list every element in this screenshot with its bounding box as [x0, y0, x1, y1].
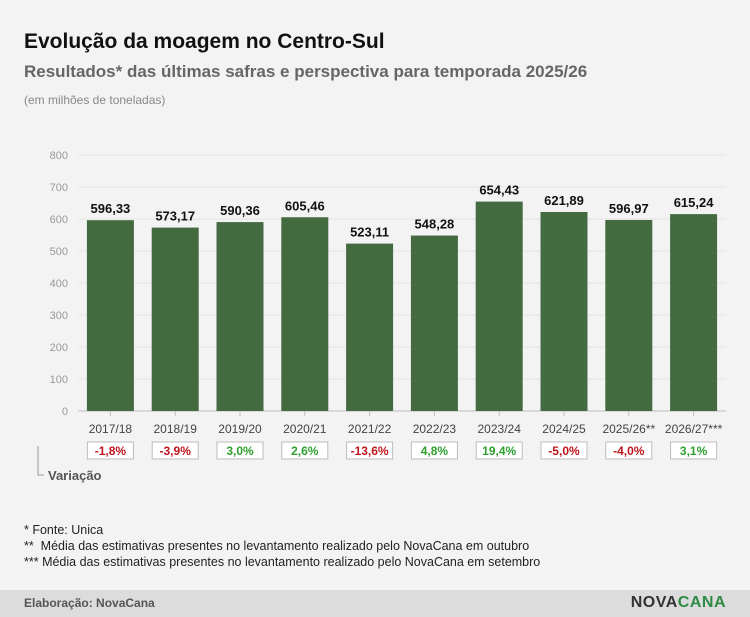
- data-label: 590,36: [220, 203, 260, 218]
- data-label: 573,17: [155, 209, 195, 224]
- x-tick-label: 2017/18: [89, 422, 133, 436]
- x-tick-label: 2018/19: [154, 422, 198, 436]
- y-tick-label: 0: [62, 406, 68, 418]
- data-label: 523,11: [350, 225, 389, 240]
- bar: [346, 243, 394, 411]
- variation-value: 2,6%: [291, 444, 319, 458]
- data-label: 621,89: [544, 193, 584, 208]
- variation-box: [540, 441, 588, 460]
- credit-text: Elaboração: NovaCana: [24, 596, 155, 610]
- y-tick-label: 400: [50, 278, 68, 290]
- variation-box: [281, 441, 329, 460]
- y-tick-label: 100: [50, 374, 68, 386]
- x-tick-label: 2025/26**: [602, 422, 655, 436]
- variation-box: [216, 441, 264, 460]
- bar-chart: 0 100 200 300 400 500 600 700 800 596,33 2017/18 -1…: [37, 150, 726, 476]
- x-tick-label: 2024/25: [542, 422, 586, 436]
- y-tick-label: 700: [50, 182, 68, 194]
- variation-value: 3,0%: [226, 444, 254, 458]
- chart-title: Evolução da moagem no Centro-Sul: [24, 30, 385, 53]
- variation-value: -13,6%: [351, 444, 389, 458]
- variation-box: [86, 441, 134, 460]
- y-tick-label: 200: [50, 342, 68, 354]
- y-tick-label: 500: [50, 246, 68, 258]
- x-tick-label: 2021/22: [348, 422, 392, 436]
- data-label: 596,33: [91, 201, 131, 216]
- data-label: 605,46: [285, 198, 325, 213]
- x-tick-label: 2020/21: [283, 422, 327, 436]
- variation-box: [346, 441, 394, 460]
- footer-bar: Elaboração: NovaCana NOVACANA: [0, 590, 750, 617]
- y-tick-label: 600: [50, 214, 68, 226]
- x-tick-label: 2023/24: [478, 422, 522, 436]
- variation-value: 19,4%: [482, 444, 516, 458]
- bar: [410, 235, 458, 411]
- data-label: 615,24: [674, 195, 715, 210]
- footnote-september: *** Média das estimativas presentes no l…: [24, 555, 541, 569]
- x-tick-label: 2019/20: [218, 422, 262, 436]
- logo-part-cana: CANA: [677, 594, 726, 611]
- variation-box: [475, 441, 523, 460]
- bar: [670, 214, 718, 411]
- variation-value: 4,8%: [421, 444, 449, 458]
- bar: [475, 201, 523, 411]
- unit-label: (em milhões de toneladas): [24, 93, 166, 107]
- bar: [540, 211, 588, 411]
- bar: [151, 227, 199, 411]
- footnote-source: * Fonte: Unica: [24, 523, 104, 537]
- variation-box: [151, 441, 199, 460]
- variation-box: [605, 441, 653, 460]
- footnote-october: ** Média das estimativas presentes no le…: [24, 539, 530, 553]
- y-tick-label: 300: [50, 310, 68, 322]
- data-label: 596,97: [609, 201, 649, 216]
- data-label: 548,28: [415, 217, 455, 232]
- variation-box: [670, 441, 718, 460]
- variation-value: -5,0%: [548, 444, 580, 458]
- x-tick-label: 2026/27***: [665, 422, 723, 436]
- y-tick-label: 800: [50, 150, 68, 162]
- bar: [86, 220, 134, 411]
- bar: [605, 219, 653, 411]
- logo-part-nova: NOVA: [630, 594, 678, 611]
- variation-label: Variação: [48, 468, 102, 483]
- variation-value: -1,8%: [95, 444, 127, 458]
- variation-bracket: [37, 446, 44, 476]
- variation-value: -4,0%: [613, 444, 645, 458]
- bar: [216, 222, 264, 411]
- variation-value: -3,9%: [160, 444, 192, 458]
- x-tick-label: 2022/23: [413, 422, 457, 436]
- variation-value: 3,1%: [680, 444, 708, 458]
- variation-box: [410, 441, 458, 460]
- bar: [281, 217, 329, 411]
- footnotes: * Fonte: Unica ** Média das estimativas …: [24, 522, 540, 570]
- data-label: 654,43: [479, 183, 519, 198]
- novacana-logo[interactable]: NOVACANA: [631, 594, 726, 612]
- chart-subtitle: Resultados* das últimas safras e perspec…: [24, 62, 588, 81]
